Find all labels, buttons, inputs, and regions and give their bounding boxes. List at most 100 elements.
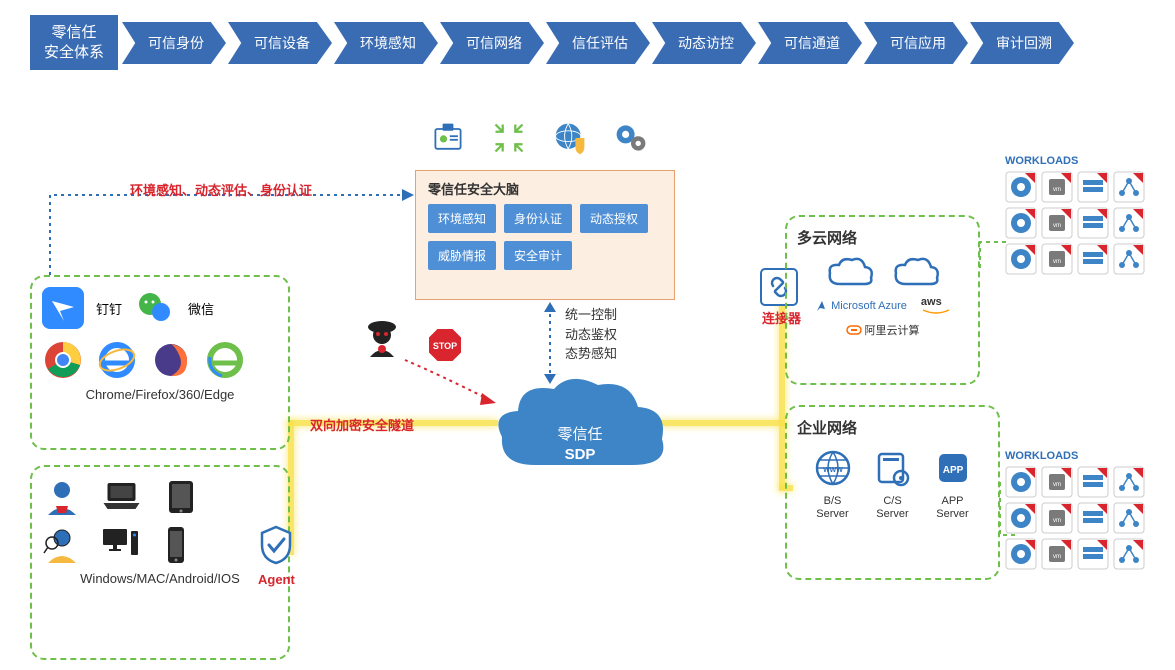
enterprise-box: 企业网络 WWWB/S Server C/S Server APPAPP Serve… bbox=[785, 405, 1000, 580]
tablet-icon bbox=[161, 477, 201, 517]
top-icons bbox=[430, 120, 649, 156]
svg-text:vm: vm bbox=[1053, 518, 1061, 524]
workload-cell bbox=[1077, 171, 1109, 203]
phone-icon bbox=[156, 525, 196, 565]
edge-icon bbox=[204, 339, 246, 381]
gears-icon bbox=[613, 120, 649, 156]
workload-cell bbox=[1077, 207, 1109, 239]
brain-cell: 身份认证 bbox=[504, 204, 572, 233]
workload-cell: vm bbox=[1041, 538, 1073, 570]
badge-icon bbox=[430, 120, 466, 156]
chrome-icon bbox=[42, 339, 84, 381]
sdp-cloud: 零信任 SDP bbox=[490, 375, 670, 485]
brain-cell: 动态授权 bbox=[580, 204, 648, 233]
workload-cell bbox=[1077, 538, 1109, 570]
brain-cell: 安全审计 bbox=[504, 241, 572, 270]
label-agent: Agent bbox=[258, 572, 295, 587]
devices-box: Windows/MAC/Android/IOS bbox=[30, 465, 290, 660]
workload-cell bbox=[1113, 171, 1145, 203]
user2-icon bbox=[42, 525, 82, 565]
wl-title-2: WORKLOADS bbox=[1005, 450, 1155, 462]
nav-arrow: 可信设备 bbox=[228, 22, 332, 64]
label-control: 统一控制 动态鉴权 态势感知 bbox=[565, 305, 617, 364]
nav-arrow: 可信身份 bbox=[122, 22, 226, 64]
workload-cell: vm bbox=[1041, 466, 1073, 498]
nav-head: 零信任 安全体系 bbox=[30, 15, 118, 70]
cloud-icon-1 bbox=[826, 256, 874, 290]
server-www: WWWB/S Server bbox=[813, 448, 853, 521]
aliyun-logo: 阿里云计算 bbox=[846, 322, 920, 338]
svg-text:vm: vm bbox=[1053, 554, 1061, 560]
workload-cell bbox=[1113, 243, 1145, 275]
aws-logo: aws bbox=[921, 296, 951, 316]
nav-arrow: 可信网络 bbox=[440, 22, 544, 64]
nav-arrows: 可信身份可信设备环境感知可信网络信任评估动态访控可信通道可信应用审计回溯 bbox=[122, 22, 1074, 64]
nav-arrow: 动态访控 bbox=[652, 22, 756, 64]
wl-link-2 bbox=[998, 480, 1018, 540]
nav-arrow: 信任评估 bbox=[546, 22, 650, 64]
workloads-top: WORKLOADS vm vm vm bbox=[1005, 155, 1155, 275]
azure-logo: Microsoft Azure bbox=[814, 299, 907, 313]
user1-icon bbox=[42, 477, 82, 517]
browsers-box: 钉钉 微信 Chrome/Firefox/360/Edge bbox=[30, 275, 290, 450]
nav-head-l1: 零信任 bbox=[44, 23, 104, 43]
cloud-title: 多云网络 bbox=[797, 227, 968, 248]
svg-text:vm: vm bbox=[1053, 223, 1061, 229]
workload-cell bbox=[1077, 502, 1109, 534]
sdp-label: 零信任 SDP bbox=[490, 425, 670, 464]
svg-text:WWW: WWW bbox=[823, 467, 843, 474]
wechat-label: 微信 bbox=[188, 299, 214, 318]
desktop-icon bbox=[94, 525, 144, 565]
brain-grid: 环境感知身份认证动态授权威胁情报安全审计 bbox=[428, 204, 662, 270]
ent-icons: WWWB/S Server C/S Server APPAPP Server bbox=[797, 448, 988, 521]
svg-text:STOP: STOP bbox=[433, 341, 457, 351]
svg-text:vm: vm bbox=[1053, 187, 1061, 193]
nav-arrow: 审计回溯 bbox=[970, 22, 1074, 64]
agent-icon: Agent bbox=[258, 525, 295, 587]
workload-cell bbox=[1113, 207, 1145, 239]
workload-cell bbox=[1077, 243, 1109, 275]
workload-cell bbox=[1113, 502, 1145, 534]
tunnel-right bbox=[655, 420, 785, 426]
nav-arrow: 可信应用 bbox=[864, 22, 968, 64]
workload-cell bbox=[1005, 207, 1037, 239]
workload-cell: vm bbox=[1041, 171, 1073, 203]
workload-cell: vm bbox=[1041, 207, 1073, 239]
svg-text:vm: vm bbox=[1053, 259, 1061, 265]
hacker-icon bbox=[360, 315, 404, 364]
workloads-bot: WORKLOADS vm vm vm bbox=[1005, 450, 1155, 570]
brain-box: 零信任安全大脑 环境感知身份认证动态授权威胁情报安全审计 bbox=[415, 170, 675, 300]
workload-cell bbox=[1005, 538, 1037, 570]
workload-cell bbox=[1113, 466, 1145, 498]
top-nav: 零信任 安全体系 可信身份可信设备环境感知可信网络信任评估动态访控可信通道可信应… bbox=[0, 0, 1175, 80]
firefox-icon bbox=[150, 339, 192, 381]
svg-text:APP: APP bbox=[942, 465, 963, 476]
wl-title-1: WORKLOADS bbox=[1005, 155, 1155, 167]
wechat-icon bbox=[134, 287, 176, 329]
dingtalk-label: 钉钉 bbox=[96, 299, 122, 318]
ent-title: 企业网络 bbox=[797, 417, 988, 438]
nav-head-l2: 安全体系 bbox=[44, 43, 104, 63]
globe-shield-icon bbox=[552, 120, 588, 156]
line-env bbox=[40, 185, 420, 280]
browsers-caption: Chrome/Firefox/360/Edge bbox=[42, 387, 278, 402]
cloud-icon-2 bbox=[892, 256, 940, 290]
laptop-icon bbox=[94, 477, 149, 517]
dingtalk-icon bbox=[42, 287, 84, 329]
devices-caption: Windows/MAC/Android/IOS bbox=[42, 571, 278, 586]
workload-cell: vm bbox=[1041, 243, 1073, 275]
ie-icon bbox=[96, 339, 138, 381]
wl-link-1 bbox=[978, 240, 1008, 270]
server-app: APPAPP Server bbox=[933, 448, 973, 521]
workload-cell bbox=[1113, 538, 1145, 570]
brain-cell: 威胁情报 bbox=[428, 241, 496, 270]
server-gear: C/S Server bbox=[873, 448, 913, 521]
svg-text:vm: vm bbox=[1053, 482, 1061, 488]
brain-title: 零信任安全大脑 bbox=[428, 179, 662, 198]
nav-arrow: 环境感知 bbox=[334, 22, 438, 64]
label-env-auth: 环境感知、动态评估、身份认证 bbox=[130, 180, 312, 199]
compress-icon bbox=[491, 120, 527, 156]
cloud-box: 多云网络 Microsoft Azure aws 阿里云计算 bbox=[785, 215, 980, 385]
diagram-canvas: 零信任安全大脑 环境感知身份认证动态授权威胁情报安全审计 环境感知、动态评估、身… bbox=[0, 80, 1175, 670]
nav-arrow: 可信通道 bbox=[758, 22, 862, 64]
